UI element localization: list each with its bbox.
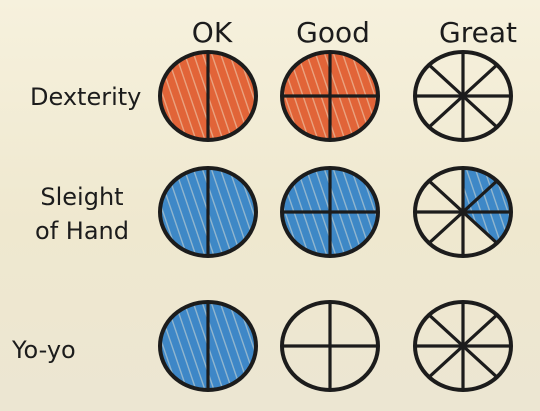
rating-cell-yo-yo-ok — [158, 300, 258, 392]
column-header-good: Good — [296, 16, 370, 49]
circle-outline — [280, 300, 380, 392]
row-label-dexterity: Dexterity — [30, 83, 141, 111]
rating-cell-dexterity-great — [413, 50, 513, 142]
division-line — [427, 179, 499, 245]
circle-outline — [413, 50, 513, 142]
circle-outline — [158, 300, 258, 392]
circle-outline — [413, 300, 513, 392]
row-label-sleight-of-hand: Sleight of Hand — [35, 183, 129, 245]
rating-cell-sleight-of-hand-great — [413, 166, 513, 258]
division-line — [427, 63, 499, 129]
rating-cell-sleight-of-hand-ok — [158, 166, 258, 258]
circle-outline — [413, 166, 513, 258]
rating-cell-yo-yo-good — [280, 300, 380, 392]
circle-outline — [280, 166, 380, 258]
row-label-yo-yo: Yo-yo — [11, 336, 76, 364]
rating-cells — [158, 50, 513, 392]
circle-outline — [280, 50, 380, 142]
column-header-ok: OK — [192, 16, 233, 49]
column-header-great: Great — [439, 16, 517, 49]
rating-cell-sleight-of-hand-good — [280, 166, 380, 258]
circle-outline — [158, 166, 258, 258]
rating-cell-yo-yo-great — [413, 300, 513, 392]
division-line — [427, 313, 499, 379]
row-labels: Dexterity Sleight of Hand Yo-yo — [11, 83, 141, 364]
column-headers: OK Good Great — [192, 16, 517, 49]
circle-outline — [158, 50, 258, 142]
